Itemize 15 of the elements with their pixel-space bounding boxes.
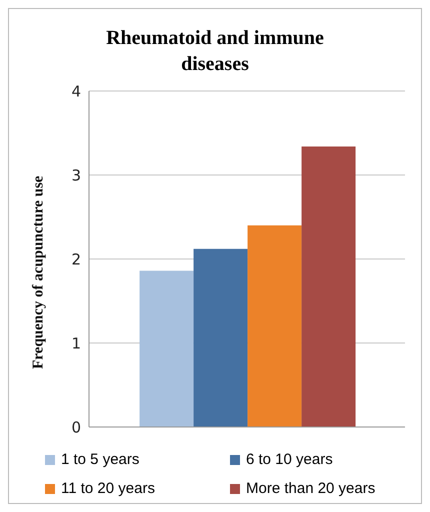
legend-label: 6 to 10 years — [246, 451, 333, 468]
y-tick-label: 2 — [71, 250, 81, 268]
legend-label: More than 20 years — [246, 480, 376, 497]
bar — [302, 146, 356, 427]
legend-label: 11 to 20 years — [61, 480, 155, 497]
y-tick-label: 1 — [71, 334, 81, 352]
y-axis-title: Frequency of acupuncture use — [30, 175, 46, 369]
y-tick-label: 0 — [71, 418, 81, 436]
y-tick-label: 4 — [71, 82, 81, 100]
bar — [140, 270, 194, 427]
legend-label: 1 to 5 years — [61, 451, 140, 468]
bar — [194, 248, 248, 427]
chart-title: Rheumatoid and immune diseases — [105, 26, 325, 77]
y-tick-label: 3 — [71, 166, 81, 184]
bar — [248, 225, 302, 427]
